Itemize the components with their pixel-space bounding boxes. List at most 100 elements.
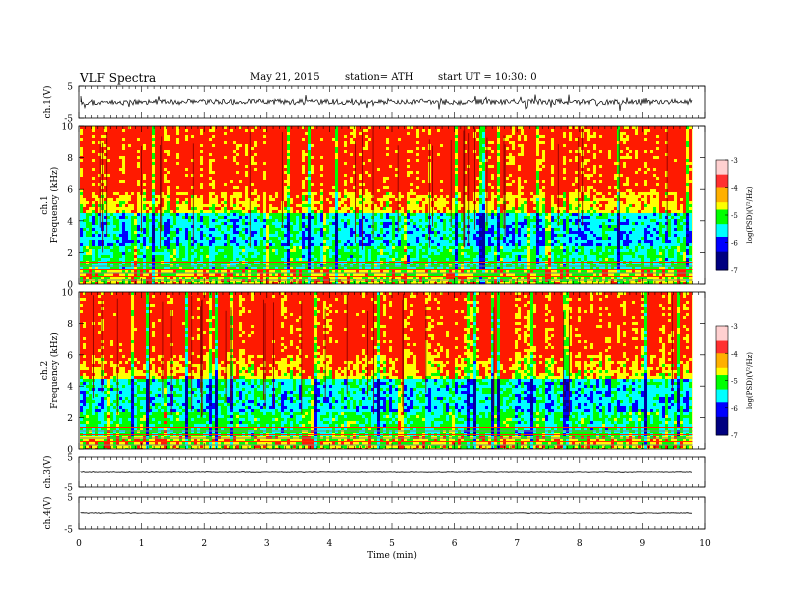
spectrogram-cell [416,156,419,159]
spectrogram-cell [245,162,248,165]
spectrogram-cell [185,129,188,132]
spectrogram-cell [299,135,302,138]
spectrogram-cell [263,195,266,198]
spectrogram-cell [647,168,650,171]
spectrogram-cell [200,171,203,174]
spectrogram-cell [92,186,95,189]
spectrogram-cell [206,186,209,189]
spectrogram-cell [404,171,407,174]
spectrogram-cell [80,162,83,165]
spectrogram-cell [383,150,386,153]
spectrogram-cell [419,177,422,180]
spectrogram-cell [521,171,524,174]
spectrogram-cell [170,138,173,141]
spectrogram-cell [524,162,527,165]
spectrogram-cell [482,156,485,159]
spectrogram-cell [377,183,380,186]
spectrogram-cell [149,144,152,147]
spectrogram-cell [278,153,281,156]
spectrogram-cell [341,159,344,162]
spectrogram-cell [620,153,623,156]
spectrogram-cell [308,153,311,156]
spectrogram-cell [149,192,152,195]
spectrogram-cell [443,144,446,147]
spectrogram-cell [515,174,518,177]
spectrogram-cell [437,159,440,162]
spectrogram-cell [275,180,278,183]
spectrogram-cell [680,180,683,183]
spectrogram-cell [500,195,503,198]
spectrogram-cell [194,198,197,201]
spectrogram-cell [245,180,248,183]
spectrogram-cell [155,144,158,147]
spectrogram-cell [272,189,275,192]
spectrogram-cell [536,132,539,135]
spectrogram-cell [218,129,221,132]
spectrogram-cell [524,129,527,132]
spectrogram-cell [356,198,359,201]
spectrogram-cell [416,153,419,156]
spectrogram-cell [653,135,656,138]
spectrogram-cell [230,147,233,150]
spectrogram-cell [416,141,419,144]
spectrogram-cell [551,183,554,186]
spectrogram-cell [470,171,473,174]
spectrogram-cell [335,132,338,135]
spectrogram-cell [593,144,596,147]
spectrogram-cell [368,141,371,144]
spectrogram-cell [341,195,344,198]
spectrogram-cell [530,186,533,189]
spectrogram-cell [614,186,617,189]
spectrogram-cell [689,156,692,159]
spectrogram-cell [227,183,230,186]
spectrogram-cell [620,147,623,150]
spectrogram-cell [518,162,521,165]
spectrogram-cell [563,156,566,159]
spectrogram-cell [218,189,221,192]
spectrogram-cell [209,147,212,150]
spectrogram-cell [515,129,518,132]
spectrogram-cell [413,138,416,141]
spectrogram-cell [551,165,554,168]
spectrogram-cell [566,147,569,150]
spectrogram-cell [620,138,623,141]
spectrogram-cell [512,126,515,129]
spectrogram-cell [245,138,248,141]
spectrogram-cell [131,129,134,132]
spectrogram-cell [494,156,497,159]
spectrogram-cell [182,195,185,198]
spectrogram-cell [671,177,674,180]
spectrogram-cell [266,198,269,201]
spectrogram-cell [539,195,542,198]
spectrogram-cell [140,132,143,135]
spectrogram-cell [509,135,512,138]
spectrogram-cell [413,162,416,165]
spectrogram-cell [299,138,302,141]
spectrogram-cell [653,180,656,183]
spectrogram-cell [260,144,263,147]
spectrogram-cell [314,144,317,147]
spectrogram-cell [503,156,506,159]
spectrogram-cell [590,138,593,141]
spectrogram-cell [584,150,587,153]
spectrogram-cell [416,147,419,150]
spectrogram-cell [575,162,578,165]
spectrogram-cell [680,126,683,129]
spectrogram-cell [269,126,272,129]
spectrogram-cell [671,159,674,162]
spectrogram-cell [590,156,593,159]
spectrogram-cell [329,141,332,144]
spectrogram-cell [224,174,227,177]
spectrogram-cell [533,150,536,153]
spectrogram-cell [620,180,623,183]
spectrogram-cell [494,186,497,189]
spectrogram-cell [593,168,596,171]
spectrogram-cell [365,150,368,153]
spectrogram-cell [494,168,497,171]
spectrogram-cell [86,159,89,162]
spectrogram-cell [374,177,377,180]
spectrogram-cell [122,198,125,201]
spectrogram-cell [512,135,515,138]
spectrogram-cell [596,165,599,168]
spectrogram-cell [566,171,569,174]
